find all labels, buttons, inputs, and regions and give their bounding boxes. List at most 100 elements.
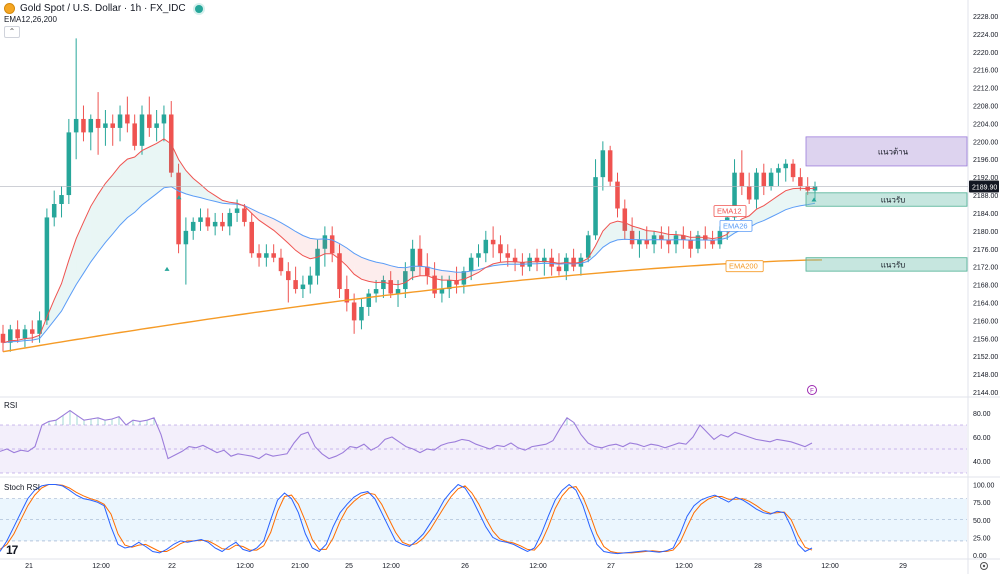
ema-cloud-segment xyxy=(676,234,684,240)
price-tick-label: 2148.00 xyxy=(973,372,998,379)
candle-body xyxy=(454,280,459,285)
price-tick-label: 2176.00 xyxy=(973,247,998,254)
candle-body xyxy=(417,248,423,267)
candle xyxy=(381,275,386,298)
ema-cloud-segment xyxy=(771,195,779,218)
candle xyxy=(329,226,335,263)
ema-cloud-segment xyxy=(156,138,164,194)
candle-body xyxy=(534,257,540,263)
candle-body xyxy=(681,235,686,240)
price-tick-label: 2192.00 xyxy=(973,175,998,182)
ema-cloud-segment xyxy=(120,159,128,226)
candle-body xyxy=(542,257,547,263)
candle-body xyxy=(293,280,298,290)
candle-body xyxy=(212,221,218,227)
ema26-line xyxy=(2,186,816,344)
candle-body xyxy=(307,275,313,285)
candle xyxy=(681,226,686,249)
ema-cloud-segment xyxy=(163,138,172,188)
candle xyxy=(746,172,752,204)
ema-cloud-segment xyxy=(310,238,318,259)
candle xyxy=(8,324,13,352)
ema12-label: EMA12 xyxy=(717,207,742,216)
candle xyxy=(505,244,511,267)
candle-body xyxy=(746,186,752,200)
price-tick-label: 2172.00 xyxy=(973,265,998,272)
candle-body xyxy=(125,114,130,124)
candle xyxy=(446,275,452,298)
time-tick-label: 12:00 xyxy=(92,563,110,570)
candle-body xyxy=(154,123,159,128)
time-tick-label: 21:00 xyxy=(291,563,309,570)
candle xyxy=(607,145,613,187)
candle-body xyxy=(381,280,386,290)
candle-body xyxy=(585,235,591,258)
candle xyxy=(432,262,437,298)
candle xyxy=(417,235,423,276)
candle xyxy=(593,159,598,240)
candle-body xyxy=(132,123,137,146)
signal-marker xyxy=(811,197,817,202)
ema-cloud-segment xyxy=(259,212,267,226)
candle-body xyxy=(483,239,489,254)
ema-cloud-segment xyxy=(332,239,340,260)
candle xyxy=(227,208,233,236)
candle-body xyxy=(388,280,393,294)
candle-body xyxy=(147,114,152,128)
ema-cloud-segment xyxy=(654,231,662,240)
candle-body xyxy=(490,239,496,245)
candle-body xyxy=(95,118,101,128)
candle-body xyxy=(176,172,181,245)
stoch-tick-label: 50.00 xyxy=(973,518,991,525)
candle xyxy=(410,239,415,281)
chart-header: Gold Spot / U.S. Dollar · 1h · FX_IDC xyxy=(4,3,203,14)
candle xyxy=(66,118,72,204)
candle xyxy=(286,262,291,303)
candle-body xyxy=(344,289,350,303)
candle xyxy=(388,271,393,298)
candle xyxy=(117,105,123,142)
time-tick-label: 25 xyxy=(345,563,353,570)
ema-cloud-segment xyxy=(54,283,62,321)
symbol-title[interactable]: Gold Spot / U.S. Dollar · 1h · FX_IDC xyxy=(20,3,186,14)
candle xyxy=(125,96,130,133)
ema-cloud-segment xyxy=(127,157,135,218)
collapse-chevron-icon[interactable]: ⌃ xyxy=(4,26,20,38)
ema-cloud-segment xyxy=(632,225,640,240)
stoch-rsi-pane-title[interactable]: Stoch RSI xyxy=(4,483,41,492)
stoch-tick-label: 0.00 xyxy=(973,553,987,560)
ema-cloud-segment xyxy=(763,200,772,221)
candle xyxy=(73,38,79,160)
ema12-line xyxy=(2,138,816,344)
candle xyxy=(425,253,430,285)
rsi-tick-label: 60.00 xyxy=(973,435,991,442)
candle xyxy=(359,298,364,330)
ema-cloud-segment xyxy=(207,190,216,202)
candle-body xyxy=(183,230,189,245)
candle-body xyxy=(73,118,79,133)
gold-coin-icon xyxy=(4,3,15,14)
candle-body xyxy=(571,257,576,267)
ema-cloud-segment xyxy=(398,267,406,285)
candle-body xyxy=(790,163,796,178)
zone-label: แนวรับ xyxy=(881,196,906,205)
candle-body xyxy=(8,329,13,343)
candle xyxy=(637,230,642,258)
tradingview-logo[interactable]: 17 xyxy=(6,543,18,557)
candle-body xyxy=(432,275,437,294)
indicator-label[interactable]: EMA12,26,200 xyxy=(4,15,57,24)
candle-body xyxy=(22,329,28,339)
ema-cloud-segment xyxy=(756,205,764,224)
candle-body xyxy=(81,118,86,133)
candle-body xyxy=(395,289,401,294)
candle-body xyxy=(754,172,759,200)
rsi-pane-title[interactable]: RSI xyxy=(4,401,18,410)
candle-body xyxy=(505,253,511,258)
candle-body xyxy=(732,172,737,218)
ema-cloud-segment xyxy=(61,260,69,312)
candle xyxy=(790,159,796,182)
ema-cloud-segment xyxy=(793,188,801,208)
candle xyxy=(161,105,167,142)
